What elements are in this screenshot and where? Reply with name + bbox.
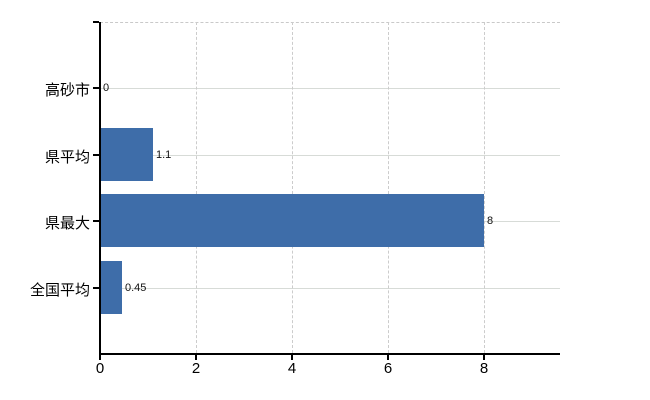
plot-area-top-border [100,22,560,23]
y-axis-tick [93,21,99,23]
x-tick-label: 6 [383,360,393,377]
bar [100,128,153,181]
y-axis-tick [93,154,99,156]
x-tick-label: 8 [479,360,489,377]
x-tick-label: 4 [287,360,297,377]
horizontal-gridline [100,288,560,289]
x-axis-line [99,353,560,355]
value-label: 1.1 [156,149,172,161]
vertical-gridline [292,22,293,353]
x-axis-tick [387,355,389,360]
x-axis-tick [99,355,101,360]
category-label: 県平均 [44,149,90,166]
vertical-gridline [196,22,197,353]
bar [100,261,122,314]
category-label: 高砂市 [44,82,90,99]
x-tick-label: 2 [191,360,201,377]
vertical-gridline [484,22,485,353]
y-axis-line [99,22,101,355]
value-label: 0.45 [125,282,147,294]
x-tick-label: 0 [95,360,105,377]
y-axis-tick [93,220,99,222]
y-axis-tick [93,87,99,89]
category-label: 全国平均 [29,282,90,299]
value-label: 0 [103,82,110,94]
category-label: 県最大 [44,215,90,232]
value-label: 8 [487,215,494,227]
x-axis-tick [483,355,485,360]
horizontal-gridline [100,155,560,156]
x-axis-tick [195,355,197,360]
vertical-gridline [388,22,389,353]
x-axis-tick [291,355,293,360]
y-axis-tick [93,287,99,289]
bar [100,194,484,247]
horizontal-gridline [100,88,560,89]
